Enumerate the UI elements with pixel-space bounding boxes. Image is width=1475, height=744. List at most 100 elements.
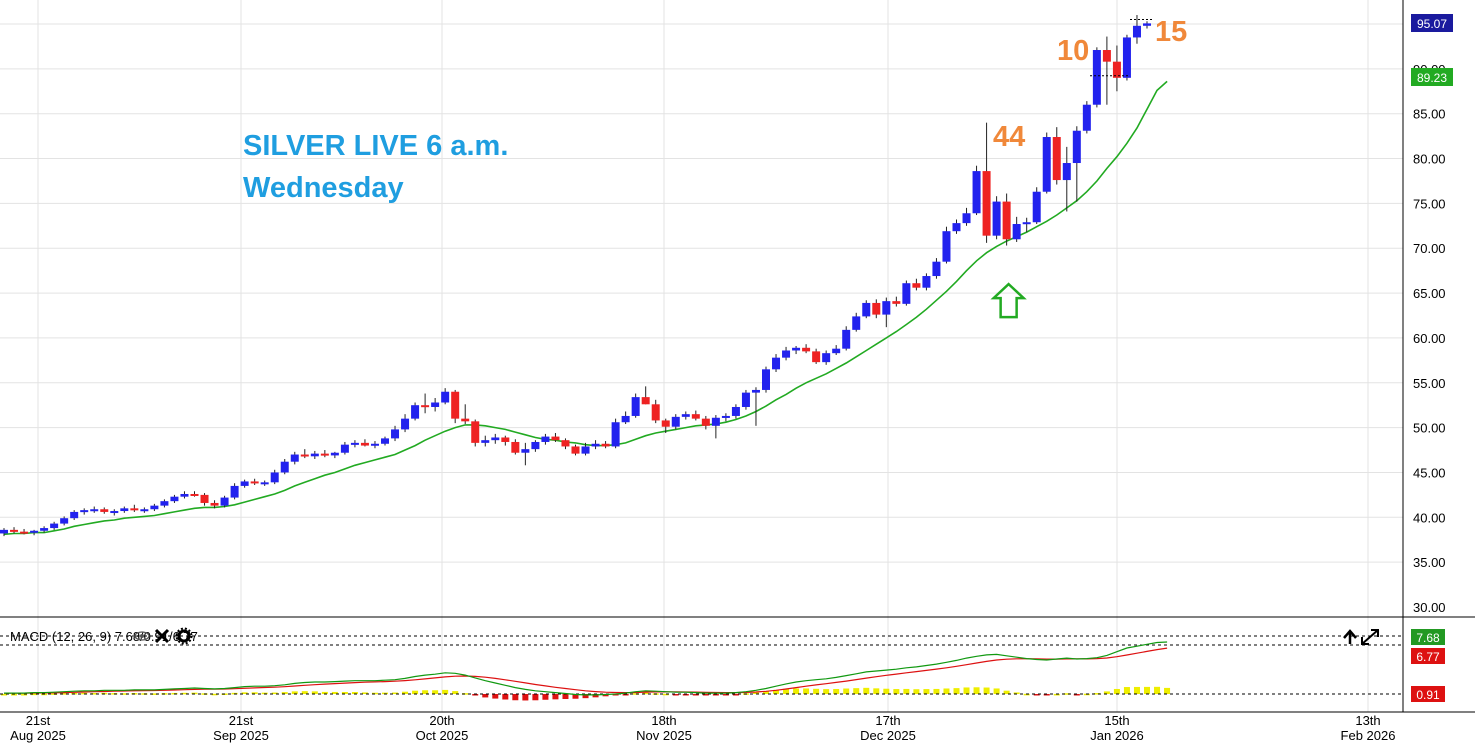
macd-histogram-bar: [592, 694, 599, 698]
chart-subtitle: Wednesday: [243, 172, 404, 204]
macd-histogram-bar: [813, 688, 820, 694]
macd-histogram-bar: [321, 691, 328, 694]
candle-body: [1112, 61, 1121, 78]
y-tick-label: 30.00: [1413, 600, 1446, 615]
y-tick-label: 55.00: [1413, 376, 1446, 391]
macd-histogram-bar: [522, 694, 529, 701]
x-tick-month: Nov 2025: [636, 728, 692, 743]
macd-histogram-bar: [843, 688, 850, 694]
expand-icon[interactable]: [1361, 629, 1379, 645]
macd-histogram-bar: [1113, 688, 1120, 694]
candle-body: [0, 529, 8, 534]
candle-body: [230, 485, 239, 498]
candle-body: [441, 391, 450, 403]
candle-body: [1052, 137, 1061, 181]
candle-body: [220, 497, 229, 506]
candle-body: [822, 353, 831, 363]
candle-body: [491, 437, 500, 441]
candle-body: [611, 422, 620, 447]
annotation-44: 44: [993, 121, 1025, 153]
candle-body: [260, 482, 269, 485]
macd-histogram-bar: [943, 688, 950, 694]
y-tick-label: 65.00: [1413, 286, 1446, 301]
macd-histogram-bar: [913, 689, 920, 694]
candle-body: [421, 405, 430, 408]
macd-histogram-bar: [331, 691, 338, 694]
up-arrow-icon: [990, 282, 1027, 319]
candle-body: [320, 453, 329, 456]
candle-body: [802, 347, 811, 352]
macd-histogram-bar: [542, 694, 549, 700]
macd-histogram-bar: [211, 693, 218, 696]
candle-body: [431, 402, 440, 407]
macd-histogram-bar: [933, 688, 940, 694]
macd-histogram-bar: [752, 692, 759, 694]
candle-body: [391, 429, 400, 439]
eye-icon[interactable]: [134, 631, 150, 641]
candle-body: [200, 494, 209, 503]
y-tick-label: 70.00: [1413, 241, 1446, 256]
candle-body: [762, 369, 770, 390]
candle-body: [972, 171, 981, 214]
candle-body: [370, 443, 379, 446]
macd-histogram-bar: [341, 691, 348, 694]
candle-body: [902, 283, 911, 304]
macd-histogram-bar: [422, 690, 429, 694]
candle-body: [531, 441, 540, 450]
candle-body: [1102, 50, 1111, 62]
candle-body: [1042, 137, 1051, 192]
macd-histogram-bar: [151, 693, 158, 695]
candle-body: [751, 389, 760, 393]
candle-body: [952, 223, 961, 232]
candle-body: [581, 446, 590, 454]
candle-body: [340, 444, 349, 453]
y-tick-label: 60.00: [1413, 331, 1446, 346]
macd-histogram-bar: [31, 693, 38, 696]
candle-body: [100, 509, 109, 512]
candle-body: [882, 301, 891, 315]
macd-histogram-bar: [763, 691, 769, 694]
arrow-up-icon[interactable]: [1343, 629, 1357, 644]
macd-histogram-bar: [983, 687, 990, 694]
candle-body: [601, 443, 610, 447]
candle-body: [140, 509, 149, 512]
candle-body: [731, 406, 740, 416]
macd-histogram-bar: [1154, 686, 1161, 694]
macd-histogram-bar: [512, 694, 519, 701]
macd-histogram-bar: [1073, 694, 1080, 696]
candle-body: [922, 276, 931, 288]
macd-histogram-bar: [1003, 690, 1010, 694]
macd-histogram-bar: [803, 688, 810, 694]
candle-body: [240, 481, 249, 486]
candle-body: [561, 440, 570, 447]
gear-icon[interactable]: [175, 627, 193, 645]
x-tick-month: Feb 2026: [1341, 728, 1396, 743]
candle-body: [962, 213, 971, 224]
candle-body: [130, 508, 139, 511]
close-icon[interactable]: [154, 628, 170, 644]
macd-histogram-bar: [412, 690, 419, 694]
macd-histogram-bar: [833, 688, 840, 694]
macd-histogram-bar: [893, 689, 900, 694]
candle-body: [912, 283, 921, 288]
candle-body: [511, 441, 520, 453]
candle-body: [60, 518, 69, 524]
macd-histogram-bar: [702, 694, 709, 696]
candle-body: [461, 418, 470, 422]
macd-histogram-bar: [251, 692, 258, 694]
macd-value-box: [1411, 629, 1445, 645]
candle-body: [451, 391, 460, 419]
macd-histogram-bar: [562, 694, 569, 700]
macd-histogram-bar: [1093, 693, 1100, 695]
annotation-10: 10: [1057, 35, 1089, 67]
macd-histogram-bar: [11, 694, 18, 696]
x-tick-day: 13th: [1355, 713, 1380, 728]
macd-histogram-bar: [642, 692, 649, 695]
candle-body: [651, 404, 660, 421]
macd-histogram-bar: [191, 692, 198, 695]
macd-histogram-bar: [853, 688, 860, 694]
x-tick-month: Oct 2025: [416, 728, 469, 743]
macd-histogram-bar: [1144, 686, 1150, 694]
macd-histogram-bar: [21, 694, 28, 696]
